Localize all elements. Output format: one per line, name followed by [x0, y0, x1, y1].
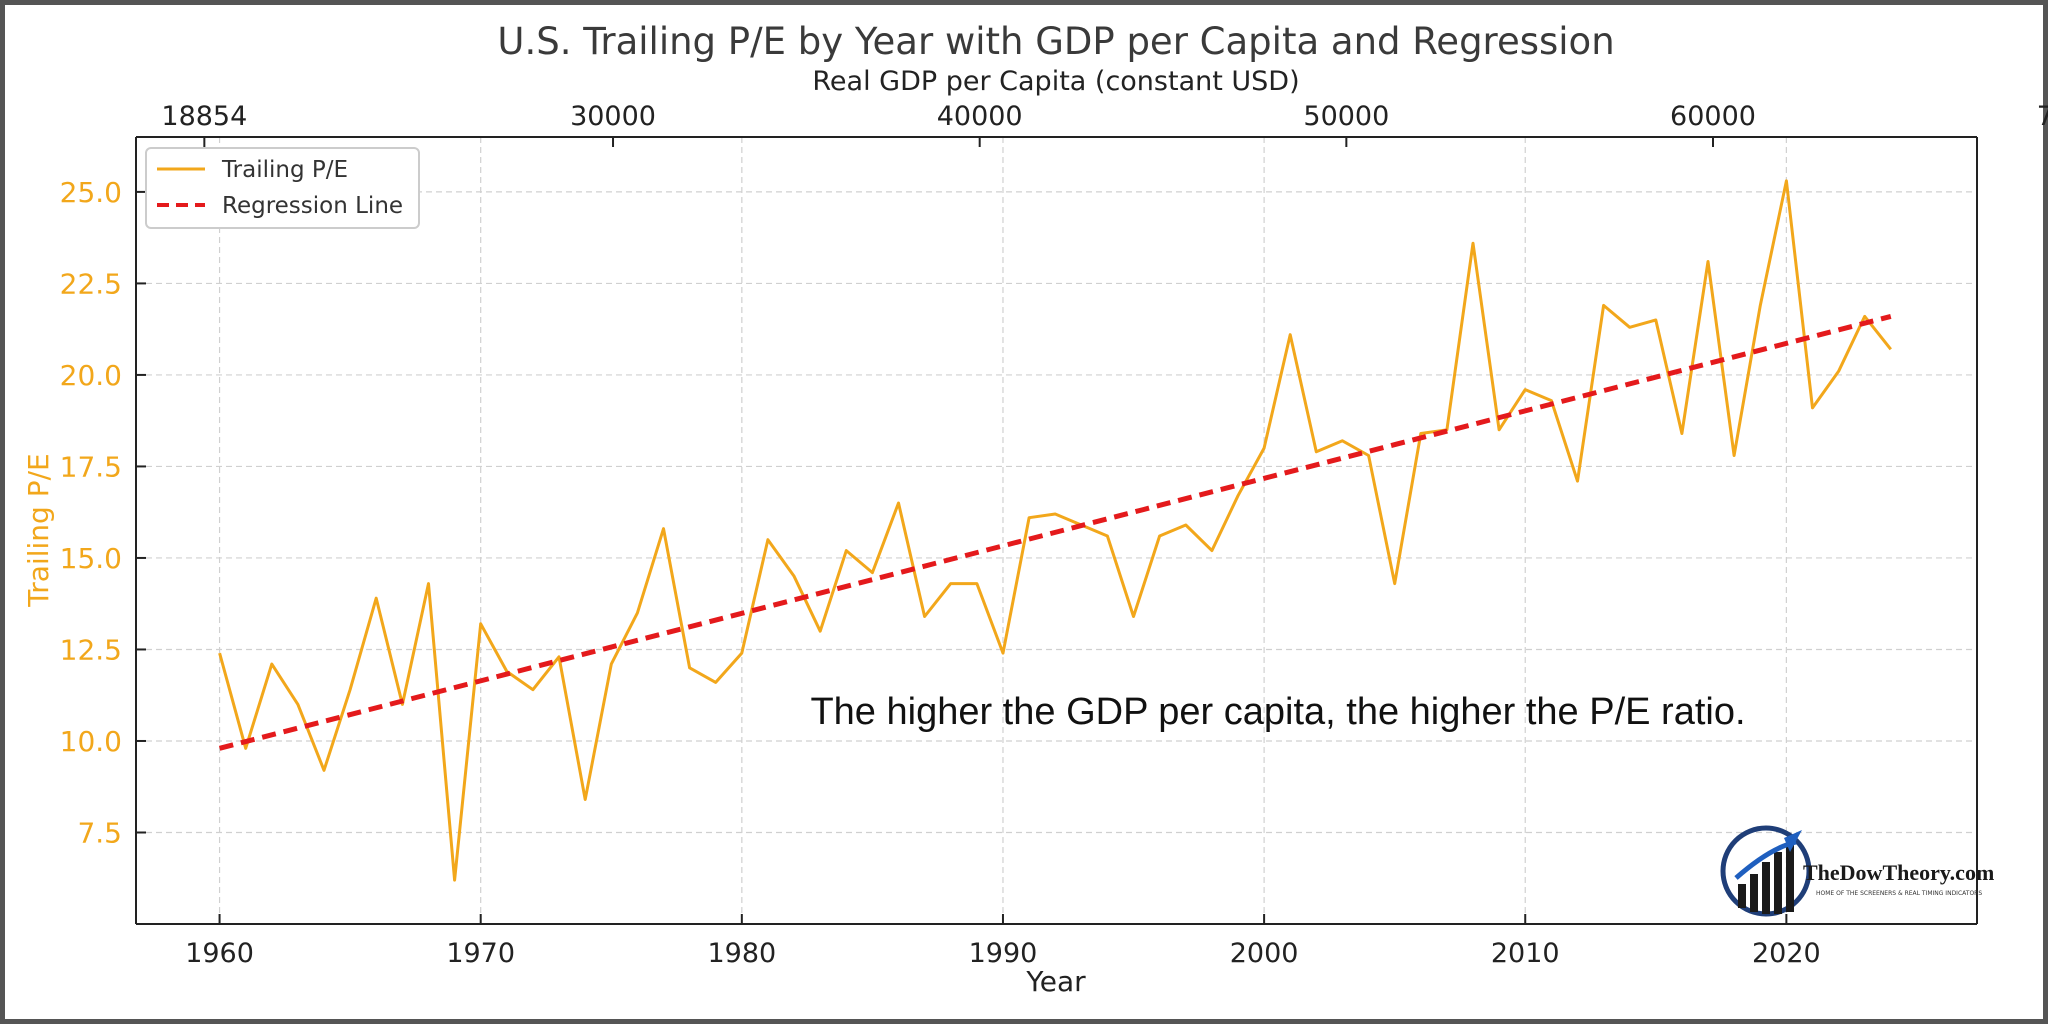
x-tick-label: 1960 [185, 938, 254, 969]
top-x-tick-label: 40000 [937, 101, 1023, 132]
top-x-tick-label: 60000 [1670, 101, 1756, 132]
logo-bar-4 [1774, 852, 1782, 914]
watermark-logo: TheDowTheory.com HOME OF THE SCREENERS &… [1720, 825, 1994, 917]
x-axis-label: Year [1025, 965, 1086, 998]
top-x-axis-ticks: 18854 30000 40000 50000 60000 70000 [161, 101, 2048, 147]
x-tick-label: 2010 [1491, 938, 1560, 969]
logo-arrowhead-icon [1784, 830, 1802, 852]
logo-bar-2 [1750, 874, 1758, 912]
y-axis-label: Trailing P/E [22, 453, 55, 607]
legend: Trailing P/E Regression Line [145, 147, 420, 229]
y-axis-ticks: 7.5 10.0 12.5 15.0 17.5 20.0 22.5 25.0 [60, 176, 146, 849]
top-x-axis-label: Real GDP per Capita (constant USD) [812, 66, 1299, 97]
y-tick-label: 15.0 [60, 542, 122, 575]
y-tick-label: 7.5 [77, 816, 122, 849]
top-x-tick-label: 70000 [2037, 101, 2048, 132]
y-tick-label: 20.0 [60, 359, 122, 392]
series-line-regression [218, 313, 1892, 751]
logo-bar-5 [1786, 842, 1794, 912]
y-tick-label: 17.5 [60, 450, 122, 483]
x-tick-label: 2000 [1230, 938, 1299, 969]
x-axis-ticks: 1960 1970 1980 1990 2000 2010 2020 [185, 914, 1821, 969]
top-x-tick-label: 30000 [570, 101, 656, 132]
logo-bar-3 [1762, 862, 1770, 914]
logo-bar-1 [1738, 884, 1746, 908]
series-line-trailing-pe [218, 179, 1892, 882]
logo-text: TheDowTheory.com [1803, 860, 1994, 885]
grid-lines [136, 137, 1977, 924]
x-tick-label: 1990 [969, 938, 1038, 969]
y-tick-label: 12.5 [60, 633, 122, 666]
series-group [218, 179, 1892, 882]
x-tick-label: 1980 [707, 938, 776, 969]
legend-box [145, 147, 420, 229]
y-tick-label: 10.0 [60, 725, 122, 758]
logo-tagline: HOME OF THE SCREENERS & REAL TIMING INDI… [1816, 890, 1982, 897]
axes-frame [135, 136, 1978, 925]
top-x-tick-label: 18854 [161, 101, 247, 132]
legend-label-regression: Regression Line [222, 193, 403, 219]
legend-label-trailing-pe: Trailing P/E [221, 157, 348, 183]
top-x-tick-label: 50000 [1303, 101, 1389, 132]
x-tick-label: 2020 [1752, 938, 1821, 969]
chart-annotation: The higher the GDP per capita, the highe… [810, 691, 1745, 733]
x-tick-label: 1970 [446, 938, 515, 969]
chart-title: U.S. Trailing P/E by Year with GDP per C… [497, 20, 1614, 63]
y-tick-label: 25.0 [60, 176, 122, 209]
y-tick-label: 22.5 [60, 267, 122, 300]
